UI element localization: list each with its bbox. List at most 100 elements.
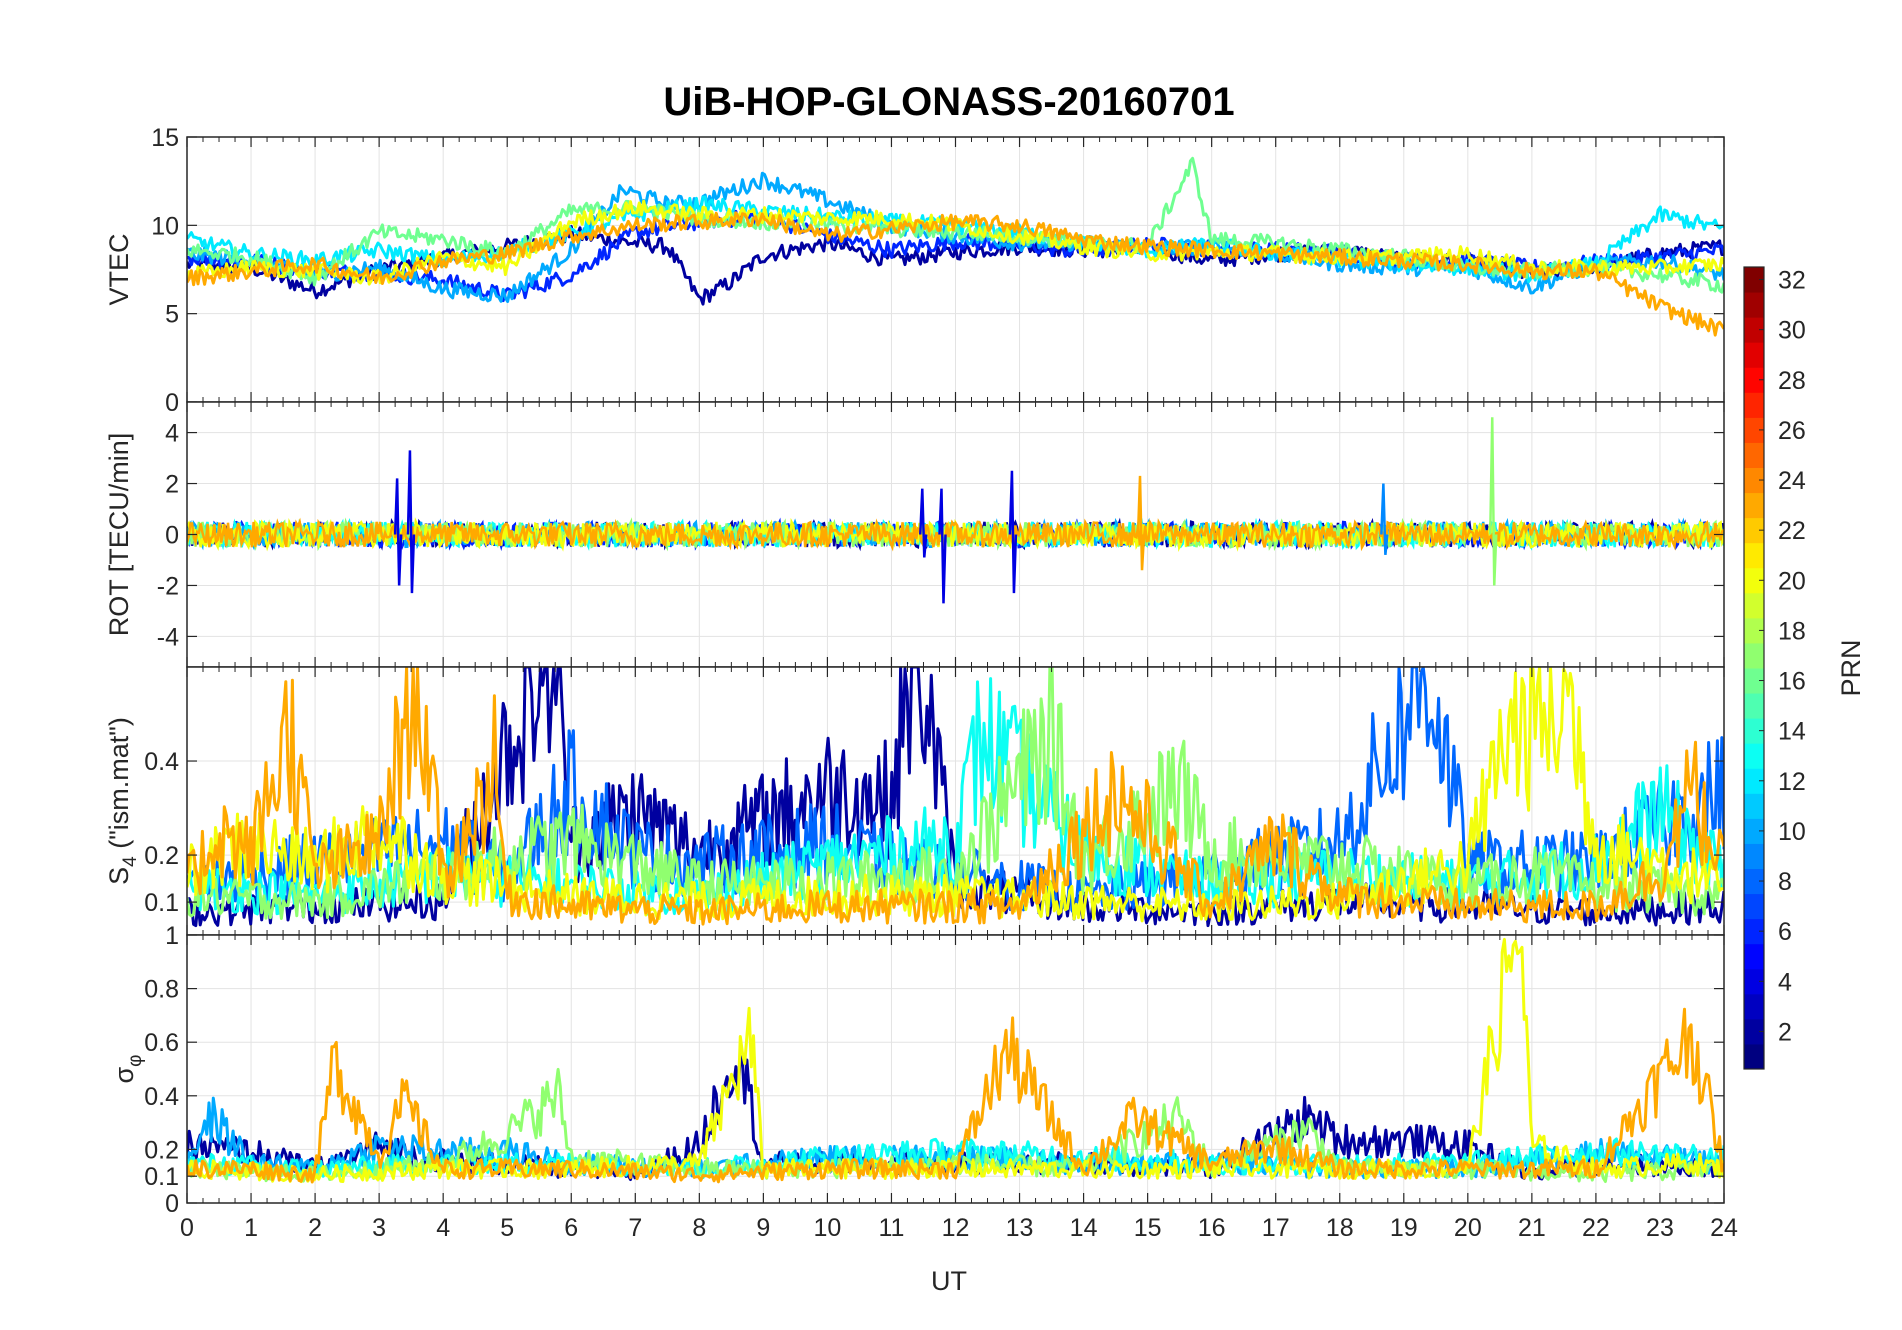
colorbar-segment [1744, 893, 1764, 920]
colorbar-segment [1744, 918, 1764, 945]
x-tick-label: 12 [942, 1214, 970, 1242]
colorbar-segment [1744, 317, 1764, 343]
y-tick-label: 15 [151, 124, 179, 152]
rot-spike [919, 488, 928, 558]
y-tick-label: 0 [165, 1190, 179, 1218]
x-tick-label: 4 [436, 1214, 450, 1242]
colorbar-segment [1744, 943, 1764, 970]
colorbar-segment [1744, 267, 1764, 293]
colorbar-segment [1744, 292, 1764, 318]
colorbar-segment [1744, 1043, 1764, 1070]
x-tick-label: 18 [1326, 1214, 1354, 1242]
colorbar-segment [1744, 718, 1764, 744]
colorbar-segment [1744, 868, 1764, 895]
y-tick-label: 1 [165, 922, 179, 950]
rot-spike [406, 450, 416, 594]
colorbar-segment [1744, 793, 1764, 819]
rot-spike [1136, 475, 1146, 571]
y-tick-label: 0 [165, 389, 179, 417]
y-tick-label: 0.1 [144, 889, 179, 917]
colorbar-tick-label: 4 [1778, 968, 1792, 996]
y-axis-label: ROT [TECU/min] [104, 433, 134, 637]
x-tick-label: 13 [1006, 1214, 1034, 1242]
tick-marks [186, 402, 1725, 667]
x-tick-label: 2 [308, 1214, 322, 1242]
y-axis-label: σφ [109, 1055, 146, 1084]
y-tick-label: 0.8 [144, 976, 179, 1004]
colorbar-tick-label: 14 [1778, 718, 1806, 746]
rot-spike [393, 478, 403, 586]
x-tick-label: 0 [180, 1214, 194, 1242]
x-tick-label: 6 [564, 1214, 578, 1242]
y-tick-label: 0.4 [144, 748, 179, 776]
panel-2: -4 -2 0 2 4 ROT [TECU/min] [104, 401, 1725, 668]
series-line-prn-17 [187, 1067, 1724, 1183]
x-tick-label: 22 [1582, 1214, 1610, 1242]
series-group [187, 937, 1724, 1184]
x-tick-label: 23 [1646, 1214, 1674, 1242]
colorbar-segment [1744, 642, 1764, 669]
panel-1: 0 5 10 15 VTEC [104, 124, 1725, 417]
rot-spike [1380, 483, 1389, 556]
y-tick-label: -4 [157, 623, 179, 651]
colorbar-segment [1744, 768, 1764, 794]
x-tick-label: 20 [1454, 1214, 1482, 1242]
colorbar-segment [1744, 417, 1764, 443]
colorbar-tick-label: 30 [1778, 317, 1806, 345]
colorbar-tick-label: 22 [1778, 517, 1806, 545]
x-tick-label: 16 [1198, 1214, 1226, 1242]
series-line-prn-23 [187, 211, 1724, 337]
series-line-prn-23 [187, 667, 1724, 926]
rot-spike [1489, 417, 1498, 586]
series-group [187, 156, 1724, 337]
colorbar-segment [1744, 968, 1764, 995]
colorbar-segment [1744, 392, 1764, 418]
series-group [187, 667, 1724, 928]
colorbar-segment [1744, 517, 1764, 544]
y-tick-label: 0.6 [144, 1029, 179, 1057]
colorbar-segment [1744, 467, 1764, 494]
rot-spike [938, 488, 947, 604]
y-tick-label: -2 [157, 572, 179, 600]
colorbar-tick-label: 20 [1778, 567, 1806, 595]
y-tick-label: 0.4 [144, 1083, 179, 1111]
x-axis-label: UT [931, 1266, 967, 1296]
colorbar-tick-label: 10 [1778, 818, 1806, 846]
colorbar-tick-label: 6 [1778, 918, 1792, 946]
series-line-prn-23 [187, 517, 1724, 552]
x-tick-label: 9 [756, 1214, 770, 1242]
colorbar-segment [1744, 442, 1764, 468]
colorbar-segment [1744, 993, 1764, 1020]
colorbar-tick-label: 24 [1778, 467, 1806, 495]
series-group [187, 417, 1724, 604]
series-line-prn-23 [187, 1007, 1724, 1184]
colorbar-frame [1743, 266, 1765, 1070]
y-tick-label: 0.1 [144, 1163, 179, 1191]
x-tick-label: 24 [1710, 1214, 1738, 1242]
colorbar-segment [1744, 567, 1764, 594]
colorbar-tick-label: 16 [1778, 668, 1806, 696]
colorbar-segment [1744, 492, 1764, 519]
colorbar-segment [1744, 743, 1764, 769]
colorbar-segment [1744, 818, 1764, 844]
x-tick-label: 5 [500, 1214, 514, 1242]
colorbar-segment [1744, 592, 1764, 619]
tick-marks [186, 934, 1725, 1204]
y-tick-label: 0.2 [144, 1136, 179, 1164]
x-tick-label: 14 [1070, 1214, 1098, 1242]
y-tick-label: 10 [151, 212, 179, 240]
x-tick-label: 15 [1134, 1214, 1162, 1242]
colorbar-segment [1744, 367, 1764, 393]
y-tick-label: 0.2 [144, 842, 179, 870]
colorbar-segment [1744, 542, 1764, 569]
colorbar-segment [1744, 843, 1764, 869]
y-tick-label: 0 [165, 522, 179, 550]
y-tick-label: 4 [165, 420, 179, 448]
colorbar-segment [1744, 342, 1764, 368]
colorbar-segment [1744, 693, 1764, 719]
y-axis-label: S4 ("ism.mat") [104, 717, 141, 885]
